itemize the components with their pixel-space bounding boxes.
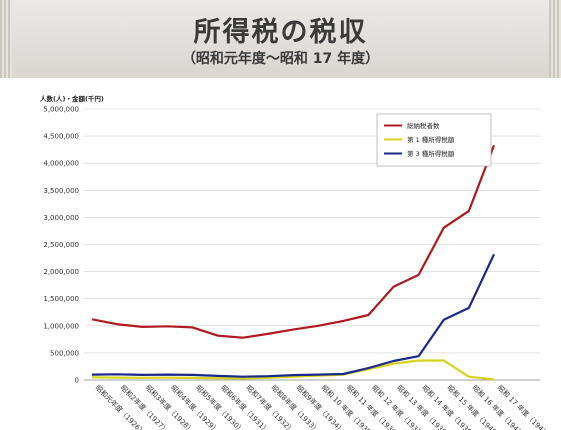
chart-title: 所得税の税収 xyxy=(193,17,368,48)
y-tick-label: 4,000,000 xyxy=(43,160,79,168)
header-banner: 所得税の税収 （昭和元年度～昭和 17 年度） xyxy=(0,0,561,78)
series-line xyxy=(91,144,496,339)
header-edge-right xyxy=(549,0,561,78)
y-tick-label: 2,500,000 xyxy=(43,241,79,249)
header-edge-left xyxy=(0,0,12,78)
y-tick-label: 5,000,000 xyxy=(43,106,79,114)
y-axis-label: 人数(人)・金額(千円) xyxy=(40,94,104,103)
x-axis-ticks: 昭和元年度（1926）昭和2年度（1927）昭和3年度（1928）昭和4年度（1… xyxy=(94,383,554,430)
series-lines xyxy=(91,144,496,381)
line-chart: 人数(人)・金額(千円) 0 500,000 1,000,000 1,500,000 2… xyxy=(40,94,554,430)
legend-label: 第 1 種所得税額 xyxy=(407,135,455,144)
y-tick-label: 3,000,000 xyxy=(43,214,79,222)
y-tick-label: 1,000,000 xyxy=(43,322,79,330)
y-tick-label: 1,500,000 xyxy=(43,295,79,303)
y-tick-label: 0 xyxy=(75,377,79,385)
legend-label: 第 3 種所得税額 xyxy=(407,149,455,158)
y-tick-label: 2,000,000 xyxy=(43,268,79,276)
y-tick-label: 500,000 xyxy=(50,349,79,357)
chart-subtitle: （昭和元年度～昭和 17 年度） xyxy=(181,51,380,67)
series-line xyxy=(91,253,495,378)
y-tick-label: 4,500,000 xyxy=(43,133,79,141)
y-axis-ticks: 0 500,000 1,000,000 1,500,000 2,000,000 2,500… xyxy=(43,106,79,385)
y-tick-label: 3,500,000 xyxy=(43,187,79,195)
legend-label: 総納税者数 xyxy=(407,121,440,130)
series-line xyxy=(91,359,495,381)
